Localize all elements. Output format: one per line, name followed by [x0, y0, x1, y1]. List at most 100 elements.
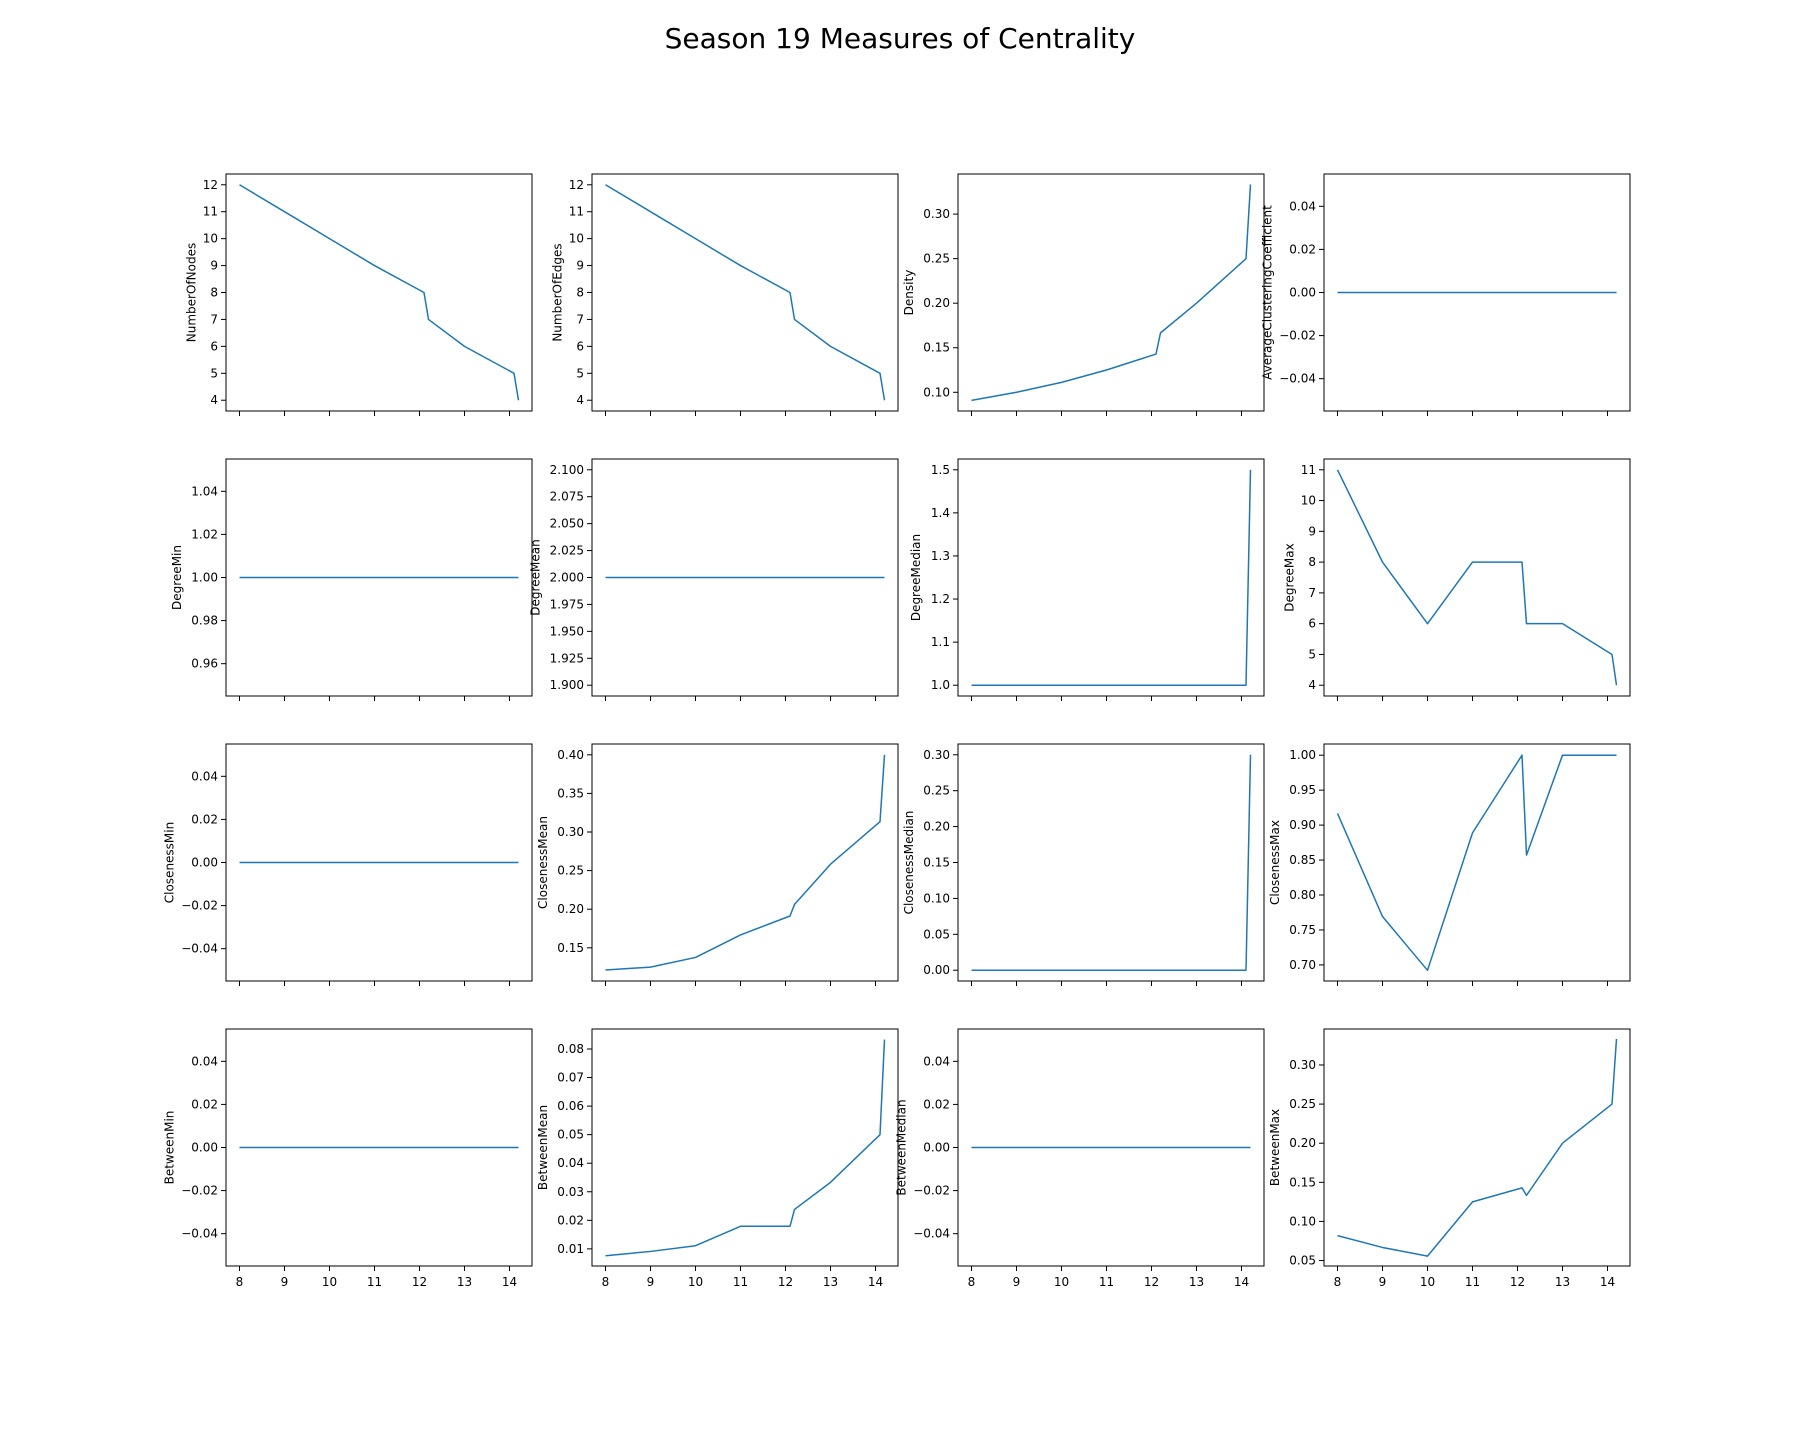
y-tick-label: 5: [576, 366, 584, 380]
y-tick-label: 0.15: [557, 941, 584, 955]
y-axis-label: DegreeMin: [170, 545, 184, 610]
y-tick-label: 0.00: [923, 1141, 950, 1155]
x-tick-label: 11: [733, 1275, 748, 1289]
x-tick-label: 14: [502, 1275, 517, 1289]
x-tick-label: 10: [1420, 1275, 1435, 1289]
x-tick-label: 8: [1334, 1275, 1342, 1289]
y-tick-label: 0.05: [923, 927, 950, 941]
subplot-degreemax: 4 5 6 7 8 9 10 11 DegreeMax: [1282, 458, 1631, 701]
y-tick-label: 0.04: [191, 1054, 218, 1068]
y-tick-label: −0.04: [181, 1227, 218, 1241]
y-tick-label: 0.02: [1289, 242, 1316, 256]
y-tick-label: 1.00: [1289, 748, 1316, 762]
y-tick-label: 0.15: [923, 856, 950, 870]
y-tick-label: 5: [1308, 647, 1316, 661]
y-tick-label: 0.00: [1289, 286, 1316, 300]
axes-frame: [591, 173, 899, 412]
y-tick-label: 1.925: [550, 651, 584, 665]
y-tick-label: 1.0: [931, 678, 950, 692]
axes-frame: [591, 743, 899, 982]
y-tick-label: 0.02: [923, 1097, 950, 1111]
y-tick-label: 11: [1301, 463, 1316, 477]
x-tick-label: 13: [457, 1275, 472, 1289]
y-tick-label: 0.30: [1289, 1058, 1316, 1072]
x-tick-label: 14: [1234, 1275, 1249, 1289]
axes-frame: [1323, 458, 1631, 697]
y-tick-label: 0.20: [557, 902, 584, 916]
y-tick-label: 0.10: [923, 891, 950, 905]
y-tick-label: −0.04: [181, 942, 218, 956]
axes-frame: [225, 173, 533, 412]
axes-frame: [957, 458, 1265, 697]
series-line-numberofedges: [605, 184, 886, 401]
y-tick-label: 0.08: [557, 1042, 584, 1056]
series-line-closenessmean: [605, 754, 886, 971]
y-tick-label: 0.00: [923, 963, 950, 977]
y-tick-label: 11: [203, 205, 218, 219]
y-tick-label: 0.90: [1289, 818, 1316, 832]
y-tick-label: 0.98: [191, 614, 218, 628]
subplot-grid: 4 5 6 7 8 9 10 11 12 NumberOfNodes 4 5 6 7 8 9 10 11 12 Num…: [163, 173, 1631, 1289]
y-tick-label: 9: [576, 259, 584, 273]
x-tick-label: 9: [647, 1275, 655, 1289]
y-tick-label: 1.975: [550, 597, 584, 611]
y-tick-label: 6: [210, 339, 218, 353]
axes-frame: [1323, 743, 1631, 982]
y-tick-label: 0.15: [1289, 1175, 1316, 1189]
series-line-closenessmax: [1336, 754, 1617, 972]
y-tick-label: 0.70: [1289, 958, 1316, 972]
y-tick-label: 9: [210, 259, 218, 273]
y-tick-label: 10: [569, 232, 584, 246]
y-tick-label: 6: [1308, 617, 1316, 631]
subplot-betweenmin: 8 9 10 11 12 13 14 −0.04 −0.02 0.00 0.02 0.04 Betwee…: [163, 1028, 533, 1289]
y-tick-label: 0.05: [557, 1128, 584, 1142]
y-tick-label: 1.5: [931, 463, 950, 477]
y-tick-label: 0.35: [557, 786, 584, 800]
subplot-betweenmean: 8 9 10 11 12 13 14 0.01 0.02 0.03 0.04 0.05 0.06 0.07…: [536, 1028, 899, 1289]
y-tick-label: 0.02: [557, 1213, 584, 1227]
axes-frame: [957, 743, 1265, 982]
y-tick-label: 11: [569, 205, 584, 219]
y-tick-label: 6: [576, 339, 584, 353]
y-tick-label: 7: [1308, 586, 1316, 600]
y-tick-label: 0.05: [1289, 1254, 1316, 1268]
axes-frame: [957, 173, 1265, 412]
y-tick-label: 0.25: [923, 784, 950, 798]
y-tick-label: 0.40: [557, 748, 584, 762]
x-tick-label: 12: [778, 1275, 793, 1289]
subplot-closenessmax: 0.70 0.75 0.80 0.85 0.90 0.95 1.00 ClosenessMax: [1268, 743, 1631, 986]
y-tick-label: 10: [1301, 494, 1316, 508]
series-line-closenessmedian: [971, 754, 1252, 971]
y-tick-label: 1.3: [931, 549, 950, 563]
series-line-degreemedian: [971, 469, 1252, 686]
subplot-numberofedges: 4 5 6 7 8 9 10 11 12 NumberOfEdges: [550, 173, 899, 416]
y-tick-label: 0.01: [557, 1242, 584, 1256]
y-tick-label: 9: [1308, 524, 1316, 538]
y-tick-label: 1.2: [931, 592, 950, 606]
y-tick-label: −0.02: [1279, 329, 1316, 343]
y-tick-label: 0.96: [191, 657, 218, 671]
y-axis-label: ClosenessMax: [1268, 820, 1282, 905]
y-tick-label: 0.04: [191, 769, 218, 783]
y-tick-label: 0.25: [557, 864, 584, 878]
y-tick-label: 0.30: [557, 825, 584, 839]
y-tick-label: 1.950: [550, 624, 584, 638]
x-tick-label: 9: [281, 1275, 289, 1289]
series-line-numberofnodes: [239, 184, 520, 401]
subplot-numberofnodes: 4 5 6 7 8 9 10 11 12 NumberOfNodes: [184, 173, 533, 416]
y-tick-label: 0.75: [1289, 923, 1316, 937]
y-tick-label: 1.02: [191, 527, 218, 541]
y-tick-label: 0.30: [923, 748, 950, 762]
x-tick-label: 12: [412, 1275, 427, 1289]
x-tick-label: 9: [1379, 1275, 1387, 1289]
x-tick-label: 9: [1013, 1275, 1021, 1289]
y-tick-label: 0.00: [191, 1141, 218, 1155]
y-tick-label: 0.20: [923, 296, 950, 310]
series-line-degreemax: [1336, 469, 1618, 686]
y-tick-label: −0.02: [181, 899, 218, 913]
y-tick-label: 8: [210, 286, 218, 300]
axes-frame: [591, 1028, 899, 1267]
x-tick-label: 8: [236, 1275, 244, 1289]
y-axis-label: DegreeMax: [1282, 543, 1296, 611]
